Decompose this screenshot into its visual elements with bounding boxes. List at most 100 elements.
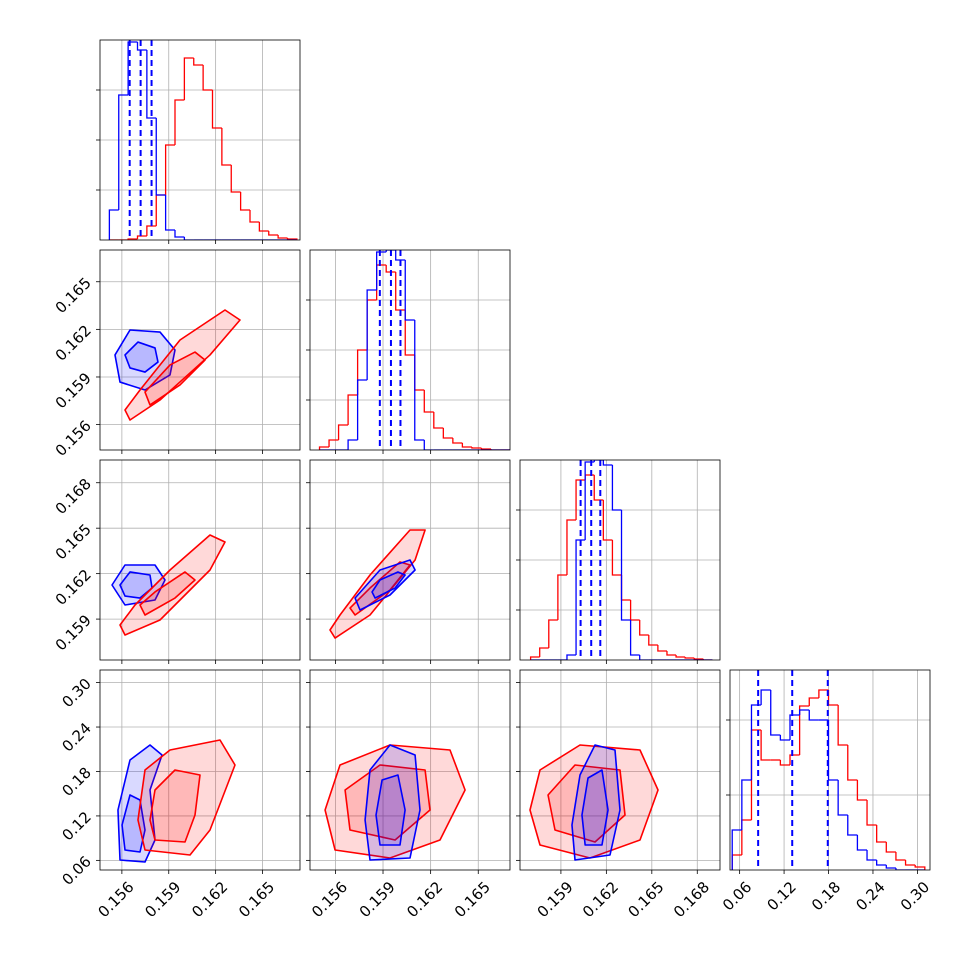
contour bbox=[344, 764, 431, 841]
histogram-step bbox=[639, 620, 649, 636]
histogram-step bbox=[741, 819, 752, 855]
histogram-step bbox=[808, 697, 819, 706]
x-tick-label: 0.12 bbox=[763, 878, 799, 914]
histogram-step bbox=[202, 65, 213, 91]
panel-frame bbox=[309, 459, 511, 661]
histogram-step bbox=[136, 42, 147, 51]
y-tick-label: 0.24 bbox=[58, 719, 94, 755]
histogram-step bbox=[837, 705, 848, 746]
histogram-step bbox=[347, 394, 358, 425]
histogram-step bbox=[837, 780, 848, 816]
histogram-step bbox=[779, 760, 790, 766]
y-tick-label: 0.162 bbox=[52, 566, 95, 609]
histogram-step bbox=[584, 474, 595, 480]
panel-frame bbox=[309, 669, 511, 871]
x-tick-label: 0.18 bbox=[808, 878, 844, 914]
histogram-step bbox=[847, 745, 858, 781]
panel-frame bbox=[729, 669, 931, 871]
histogram-step bbox=[895, 868, 906, 870]
histogram-step bbox=[611, 540, 622, 576]
y-tick-label: 0.168 bbox=[52, 475, 95, 518]
contour bbox=[529, 744, 659, 859]
histogram-step bbox=[404, 260, 415, 321]
histogram-step bbox=[611, 465, 622, 511]
histogram-step bbox=[885, 865, 896, 869]
histogram-step bbox=[876, 860, 887, 866]
histogram-step bbox=[575, 539, 586, 655]
histogram-step bbox=[268, 231, 279, 236]
contour bbox=[124, 309, 241, 421]
panel: 0.156 0.159 0.162 0.165 0.06 0.12 0.18 0.24 0.30 bbox=[58, 669, 301, 921]
histogram-step bbox=[731, 854, 742, 870]
histogram-step bbox=[183, 237, 194, 240]
x-tick-label: 0.159 bbox=[534, 878, 577, 921]
histogram-step bbox=[211, 90, 222, 129]
x-tick-label: 0.156 bbox=[308, 878, 351, 921]
histogram-step bbox=[385, 250, 396, 252]
panel-frame bbox=[519, 459, 721, 661]
histogram-step bbox=[461, 443, 472, 448]
x-tick-label: 0.24 bbox=[852, 878, 888, 914]
histogram-step bbox=[620, 510, 631, 621]
histogram-step bbox=[593, 460, 604, 462]
histogram-step bbox=[258, 222, 269, 232]
histogram-step bbox=[856, 780, 868, 801]
histogram-step bbox=[118, 94, 129, 210]
panel-frame bbox=[99, 39, 301, 241]
histogram-step bbox=[337, 424, 349, 440]
histogram-step bbox=[174, 99, 185, 145]
x-tick-label: 0.156 bbox=[95, 878, 138, 921]
histogram-step bbox=[480, 448, 491, 450]
histogram-step bbox=[639, 655, 649, 660]
histogram-step bbox=[593, 475, 604, 501]
x-tick-label: 0.162 bbox=[188, 878, 231, 921]
histogram-step bbox=[789, 754, 800, 765]
y-tick-label: 0.165 bbox=[52, 520, 95, 563]
contour bbox=[324, 744, 466, 859]
histogram-step bbox=[277, 235, 288, 239]
histogram-step bbox=[356, 379, 368, 440]
histogram-step bbox=[366, 289, 377, 380]
panel-frame bbox=[99, 459, 301, 661]
panel-frame bbox=[309, 249, 511, 451]
histogram-step bbox=[174, 230, 185, 238]
histogram-step bbox=[328, 439, 339, 447]
histogram-step bbox=[760, 689, 771, 705]
histogram-step bbox=[557, 574, 567, 620]
x-tick-label: 0.165 bbox=[451, 878, 494, 921]
y-tick-label: 0.165 bbox=[52, 274, 95, 317]
histogram-step bbox=[146, 50, 157, 119]
x-tick-label: 0.159 bbox=[356, 878, 399, 921]
histogram-step bbox=[356, 349, 368, 395]
y-tick-label: 0.06 bbox=[58, 852, 94, 888]
panel bbox=[516, 459, 721, 664]
histogram-step bbox=[827, 720, 839, 781]
histogram-step bbox=[648, 635, 658, 646]
histogram-step bbox=[404, 310, 415, 356]
histogram-step bbox=[566, 654, 577, 660]
histogram-step bbox=[684, 657, 695, 659]
histogram-step bbox=[347, 439, 358, 450]
histogram-step bbox=[750, 704, 762, 780]
y-tick-label: 0.12 bbox=[58, 808, 94, 844]
histogram-step bbox=[529, 656, 540, 660]
histogram-step bbox=[584, 461, 595, 540]
histogram-step bbox=[885, 842, 896, 853]
histogram-step bbox=[818, 689, 829, 698]
histogram-step bbox=[376, 264, 387, 300]
histogram-step bbox=[770, 690, 781, 736]
histogram-step bbox=[423, 390, 434, 413]
contour bbox=[581, 769, 609, 846]
histogram-step bbox=[539, 647, 549, 657]
histogram-step bbox=[666, 651, 677, 656]
histogram-step bbox=[798, 709, 810, 715]
y-tick-label: 0.159 bbox=[52, 611, 95, 654]
panel bbox=[96, 39, 301, 244]
histogram-step bbox=[895, 852, 906, 861]
histogram-step bbox=[433, 412, 444, 429]
histogram-step bbox=[566, 519, 577, 575]
histogram-step bbox=[385, 265, 396, 273]
histogram-step bbox=[442, 428, 453, 439]
